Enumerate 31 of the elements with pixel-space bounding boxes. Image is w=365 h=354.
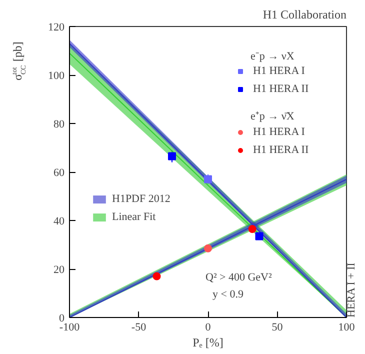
point <box>204 244 212 252</box>
legend-label: H1 HERA II <box>253 143 309 157</box>
point <box>204 175 212 184</box>
legend-label: H1 HERA II <box>253 82 309 96</box>
point <box>248 224 256 233</box>
y-tick-label: 100 <box>48 70 65 82</box>
x-tick-label: -100 <box>59 322 80 334</box>
annotation: HERA I + II <box>346 262 358 318</box>
legend-label: Linear Fit <box>112 210 156 224</box>
y-tick-label: 80 <box>54 118 65 130</box>
x-tick-label: 50 <box>272 322 284 334</box>
chart-title: H1 Collaboration <box>262 8 346 22</box>
annotation: y < 0.9 <box>212 288 244 300</box>
point <box>152 272 161 280</box>
x-tick-label: 0 <box>205 322 212 334</box>
y-tick-label: 60 <box>54 167 65 179</box>
legend-label: H1 HERA I <box>253 64 305 78</box>
y-tick-label: 40 <box>54 216 65 228</box>
y-tick-label: 120 <box>48 22 65 34</box>
annotation: e⁺p → ν̄X <box>250 110 294 122</box>
y-tick-label: 20 <box>54 264 65 276</box>
annotation: Q² > 400 GeV² <box>206 272 272 284</box>
x-tick-label: -50 <box>131 322 147 334</box>
y-tick-label: 0 <box>59 312 65 324</box>
legend-label: H1 HERA I <box>253 125 305 139</box>
point <box>168 152 176 160</box>
legend-label: H1PDF 2012 <box>112 192 170 206</box>
point <box>255 232 264 240</box>
x-tick-label: 100 <box>338 322 356 334</box>
x-axis-title: Pₑ [%] <box>192 336 224 350</box>
annotation: e⁻p → νX <box>250 50 294 62</box>
